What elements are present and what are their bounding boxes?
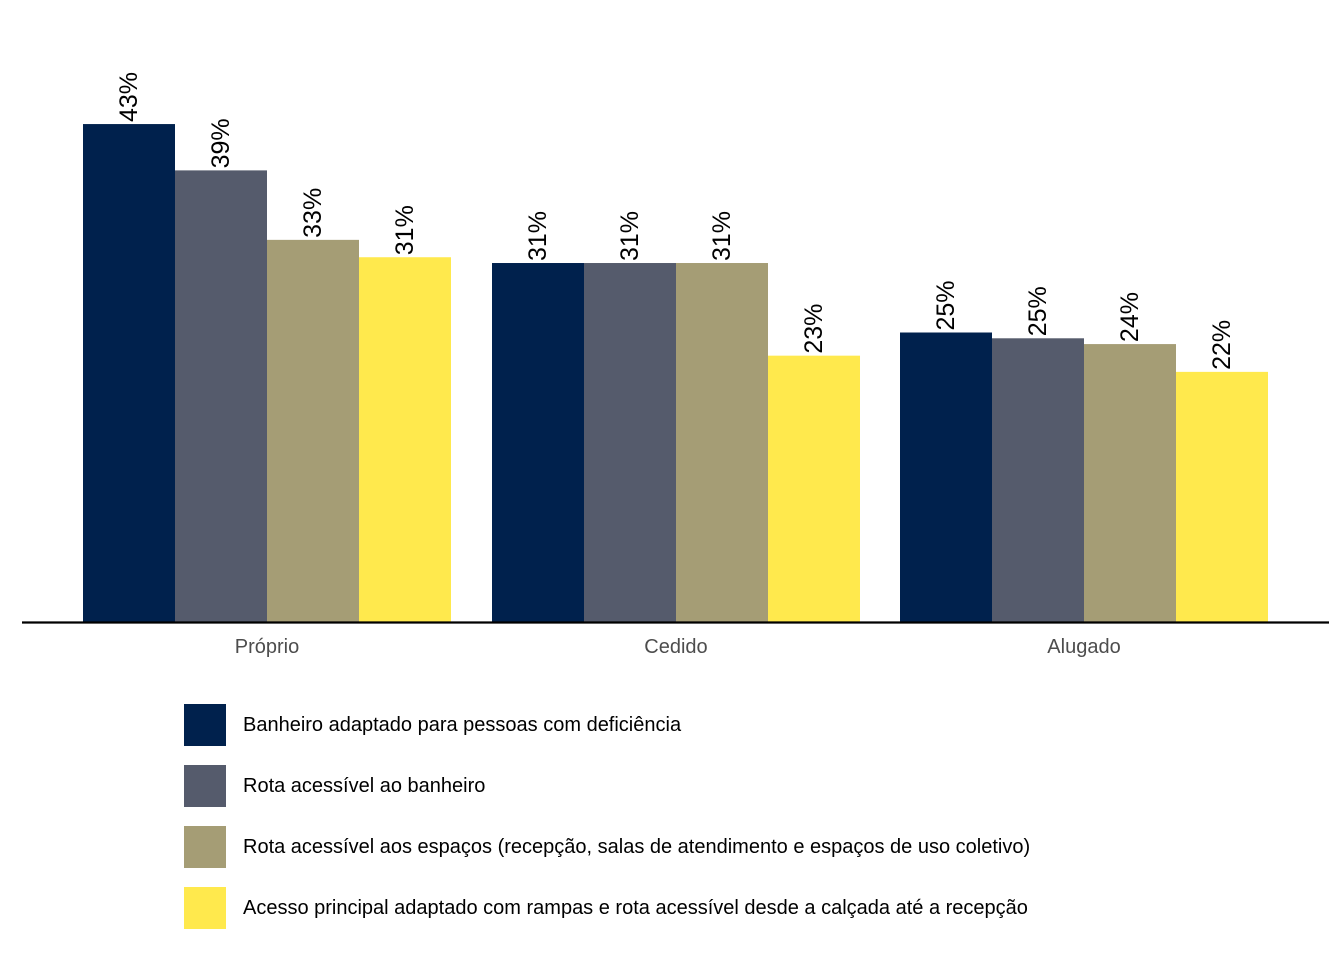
bar-próprio-series-2 xyxy=(175,170,267,622)
bars-layer xyxy=(83,124,1268,623)
legend-swatch xyxy=(184,704,226,746)
x-tick-label: Cedido xyxy=(644,636,707,658)
bar-cedido-series-3 xyxy=(676,263,768,622)
legend-swatch xyxy=(184,887,226,929)
legend-item: Rota acessível aos espaços (recepção, sa… xyxy=(184,826,1030,868)
bar-próprio-series-3 xyxy=(267,239,359,623)
legend-label: Rota acessível ao banheiro xyxy=(243,774,486,797)
legend-item: Acesso principal adaptado com rampas e r… xyxy=(184,887,1030,929)
legend-label: Acesso principal adaptado com rampas e r… xyxy=(243,896,1028,919)
legend-item: Banheiro adaptado para pessoas com defic… xyxy=(184,704,1030,746)
bar-cedido-series-2 xyxy=(584,263,676,622)
bar-alugado-series-4 xyxy=(1176,371,1268,622)
legend-swatch xyxy=(184,826,226,868)
x-tick-label: Alugado xyxy=(1047,636,1120,658)
bar-alugado-series-2 xyxy=(992,338,1084,622)
legend-label: Banheiro adaptado para pessoas com defic… xyxy=(243,713,682,736)
legend-label: Rota acessível aos espaços (recepção, sa… xyxy=(243,835,1031,858)
value-label: 31% xyxy=(708,211,736,261)
legend-swatch xyxy=(184,765,226,807)
value-label: 25% xyxy=(932,280,960,330)
value-label: 31% xyxy=(616,211,644,261)
value-label: 31% xyxy=(391,205,419,255)
bar-próprio-series-1 xyxy=(83,124,175,622)
x-tick-label: Próprio xyxy=(235,636,299,658)
bar-cedido-series-1 xyxy=(492,263,584,622)
value-label: 22% xyxy=(1208,320,1236,370)
value-labels-layer: 43% 39% 33% 31% 31% 31% 31% 23% 25% 25% 24% 22% xyxy=(115,72,1236,370)
value-label: 33% xyxy=(299,188,327,238)
value-label: 24% xyxy=(1116,292,1144,342)
legend: Banheiro adaptado para pessoas com defic… xyxy=(184,704,1030,948)
value-label: 31% xyxy=(524,211,552,261)
value-label: 39% xyxy=(207,118,235,168)
x-tick-labels: Próprio Cedido Alugado xyxy=(235,636,1121,658)
bar-próprio-series-4 xyxy=(359,257,451,622)
bar-chart: 43% 39% 33% 31% 31% 31% 31% 23% 25% 25% 24% 22% Pró… xyxy=(22,72,1329,658)
bar-alugado-series-3 xyxy=(1084,344,1176,622)
value-label: 25% xyxy=(1024,286,1052,336)
bar-cedido-series-4 xyxy=(768,355,860,622)
value-label: 23% xyxy=(800,304,828,354)
value-label: 43% xyxy=(115,72,143,122)
legend-item: Rota acessível ao banheiro xyxy=(184,765,1030,807)
bar-alugado-series-1 xyxy=(900,332,992,622)
